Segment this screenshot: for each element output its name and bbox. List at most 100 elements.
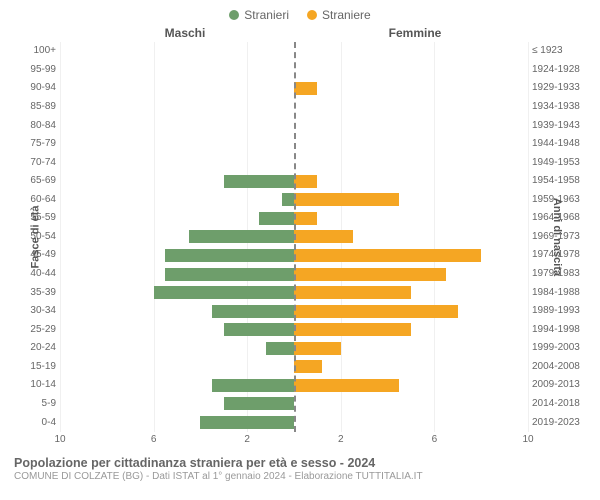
birth-year-label: 1924-1928 <box>532 65 590 75</box>
x-tick-label: 2 <box>244 434 250 445</box>
bar-row <box>294 286 528 299</box>
header-female: Femmine <box>300 26 590 40</box>
age-band-label: 65-69 <box>10 176 56 186</box>
birth-year-label: 1944-1948 <box>532 139 590 149</box>
bar-row <box>60 45 294 58</box>
bar-row <box>294 82 528 95</box>
y-axis-label-right: Anni di nascita <box>551 198 563 276</box>
bar-row <box>294 45 528 58</box>
legend-item-male: Stranieri <box>229 8 289 22</box>
female-bar <box>294 249 481 262</box>
birth-year-label: 2009-2013 <box>532 380 590 390</box>
age-band-label: 15-19 <box>10 362 56 372</box>
birth-year-label: 1934-1938 <box>532 102 590 112</box>
male-bar <box>212 379 294 392</box>
age-band-label: 20-24 <box>10 343 56 353</box>
bar-row <box>294 323 528 336</box>
bar-row <box>60 416 294 429</box>
bar-row <box>294 63 528 76</box>
age-band-label: 70-74 <box>10 158 56 168</box>
x-tick-label: 6 <box>151 434 157 445</box>
age-band-label: 25-29 <box>10 325 56 335</box>
legend-label-male: Stranieri <box>244 8 289 22</box>
birth-year-label: 2019-2023 <box>532 418 590 428</box>
female-bar <box>294 193 399 206</box>
age-band-label: 95-99 <box>10 65 56 75</box>
chart-subtitle: COMUNE DI COLZATE (BG) - Dati ISTAT al 1… <box>14 471 590 482</box>
plot <box>60 42 528 432</box>
bar-row <box>60 230 294 243</box>
male-bar <box>189 230 294 243</box>
male-bar <box>266 342 294 355</box>
bar-row <box>294 230 528 243</box>
age-band-label: 30-34 <box>10 306 56 316</box>
birth-year-label: 1949-1953 <box>532 158 590 168</box>
bar-row <box>294 397 528 410</box>
bar-row <box>60 360 294 373</box>
age-band-label: 10-14 <box>10 380 56 390</box>
male-bar <box>224 397 294 410</box>
bar-row <box>60 342 294 355</box>
male-bar <box>165 268 294 281</box>
x-tick-label: 6 <box>432 434 438 445</box>
female-bars <box>294 42 528 432</box>
age-band-label: 85-89 <box>10 102 56 112</box>
bar-row <box>294 100 528 113</box>
legend-label-female: Straniere <box>322 8 371 22</box>
female-bar <box>294 175 317 188</box>
bar-row <box>294 138 528 151</box>
bar-row <box>294 119 528 132</box>
bar-row <box>60 63 294 76</box>
male-bar <box>154 286 294 299</box>
bar-row <box>60 138 294 151</box>
age-band-label: 100+ <box>10 46 56 56</box>
birth-year-label: 1994-1998 <box>532 325 590 335</box>
bar-row <box>60 100 294 113</box>
column-headers: Maschi Femmine <box>10 26 590 40</box>
birth-year-label: 1989-1993 <box>532 306 590 316</box>
x-tick-label: 10 <box>522 434 533 445</box>
female-bar <box>294 342 341 355</box>
female-bar <box>294 230 353 243</box>
legend-item-female: Straniere <box>307 8 371 22</box>
bar-row <box>60 82 294 95</box>
bar-row <box>60 156 294 169</box>
x-tick-label: 2 <box>338 434 344 445</box>
male-bar <box>224 175 294 188</box>
male-bar <box>200 416 294 429</box>
male-swatch <box>229 10 239 20</box>
birth-year-label: 2014-2018 <box>532 399 590 409</box>
age-band-label: 75-79 <box>10 139 56 149</box>
age-band-label: 40-44 <box>10 269 56 279</box>
bar-row <box>294 416 528 429</box>
bar-row <box>294 379 528 392</box>
male-bar <box>259 212 294 225</box>
male-bar <box>212 305 294 318</box>
y-axis-label-left: Fasce di età <box>29 206 41 269</box>
center-divider <box>294 42 296 432</box>
age-band-label: 35-39 <box>10 288 56 298</box>
female-bar <box>294 212 317 225</box>
age-band-label: 60-64 <box>10 195 56 205</box>
age-band-label: 90-94 <box>10 83 56 93</box>
bar-row <box>294 193 528 206</box>
bar-row <box>294 305 528 318</box>
chart-title: Popolazione per cittadinanza straniera p… <box>14 456 590 470</box>
age-band-label: 80-84 <box>10 121 56 131</box>
footer: Popolazione per cittadinanza straniera p… <box>10 456 590 482</box>
chart-area: Fasce di età Anni di nascita 100+ 95-99 90… <box>10 42 590 432</box>
legend: Stranieri Straniere <box>10 8 590 22</box>
female-bar <box>294 305 458 318</box>
female-swatch <box>307 10 317 20</box>
female-bar <box>294 268 446 281</box>
bar-row <box>60 305 294 318</box>
bar-row <box>60 379 294 392</box>
male-bar <box>282 193 294 206</box>
age-band-label: 5-9 <box>10 399 56 409</box>
bar-row <box>60 397 294 410</box>
male-bar <box>224 323 294 336</box>
bar-row <box>294 175 528 188</box>
birth-year-label: 1984-1988 <box>532 288 590 298</box>
male-bar <box>165 249 294 262</box>
bar-row <box>60 175 294 188</box>
